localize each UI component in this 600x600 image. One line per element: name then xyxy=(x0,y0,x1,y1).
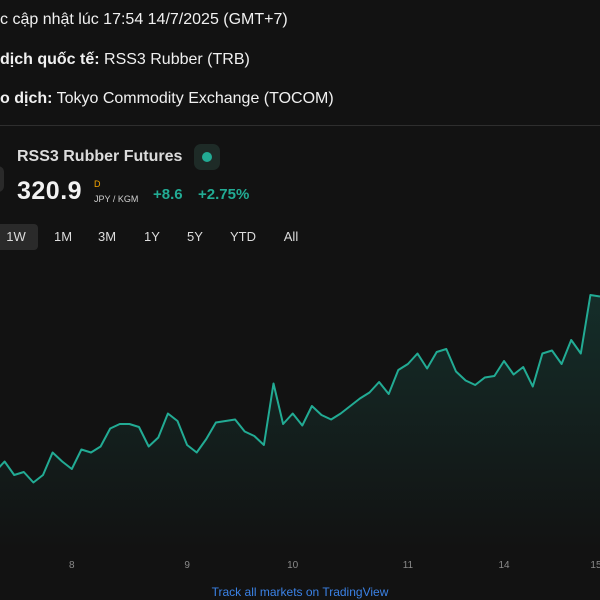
range-tab-1m[interactable]: 1M xyxy=(53,229,73,244)
price-change-percent: +2.75% xyxy=(198,186,250,203)
price-line xyxy=(0,294,600,484)
range-tab-ytd[interactable]: YTD xyxy=(230,229,256,244)
range-tab-3m[interactable]: 3M xyxy=(97,229,117,244)
x-tick-label: 10 xyxy=(287,560,299,571)
x-tick-label: 14 xyxy=(498,560,510,571)
price-unit: JPY / KGM xyxy=(94,194,139,204)
market-status-badge[interactable] xyxy=(194,144,220,170)
international-exchange-label: dịch quốc tế: xyxy=(0,51,100,68)
symbol-name[interactable]: RSS3 Rubber Futures xyxy=(17,148,183,165)
price-change-absolute: +8.6 xyxy=(153,186,183,203)
x-tick-label: 8 xyxy=(69,560,75,571)
range-tab-5y[interactable]: 5Y xyxy=(187,229,203,244)
price-chart[interactable]: 8 9 10 11 14 15:30 xyxy=(0,250,600,575)
range-tab-1w[interactable]: 1W xyxy=(0,224,38,250)
symbol-logo-icon xyxy=(0,166,4,192)
last-price: 320.9 xyxy=(17,177,83,205)
exchange-label: o dịch: xyxy=(0,90,53,107)
tradingview-link[interactable]: Track all markets on TradingView xyxy=(211,585,389,599)
international-exchange-line: dịch quốc tế: RSS3 Rubber (TRB) xyxy=(0,51,250,69)
exchange-value: Tokyo Commodity Exchange (TOCOM) xyxy=(52,90,334,107)
delayed-flag: D xyxy=(94,179,101,189)
x-tick-label: 9 xyxy=(184,560,190,571)
market-open-dot-icon xyxy=(202,152,212,162)
x-tick-label: 11 xyxy=(403,560,414,571)
range-tab-all[interactable]: All xyxy=(283,229,299,244)
x-tick-label: 15:30 xyxy=(590,560,600,571)
exchange-line: o dịch: Tokyo Commodity Exchange (TOCOM) xyxy=(0,90,334,108)
range-tab-1y[interactable]: 1Y xyxy=(144,229,160,244)
divider xyxy=(0,125,600,126)
international-exchange-value: RSS3 Rubber (TRB) xyxy=(99,51,250,68)
last-updated-text: c cập nhật lúc 17:54 14/7/2025 (GMT+7) xyxy=(0,11,288,28)
